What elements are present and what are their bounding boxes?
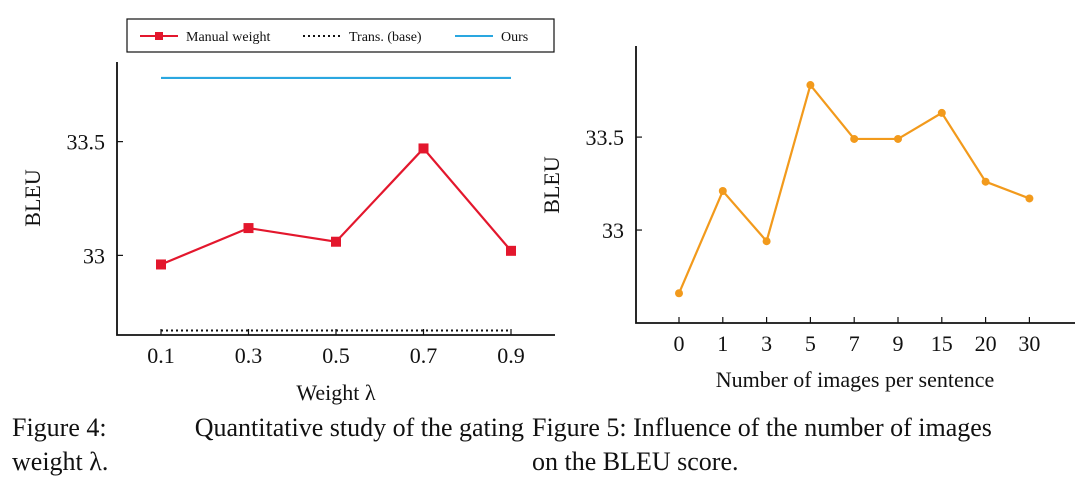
- figure4-caption-text: Quantitative study of the gating: [194, 413, 524, 442]
- chart-images: 33 33.5 0 1 3 5 7 9 15 20 30 Number of images per…: [539, 46, 1075, 392]
- chart1-y-tick-label: 33: [83, 243, 105, 268]
- chart2-y-axis-label: BLEU: [539, 156, 564, 214]
- chart1-legend: Manual weight Trans. (base) Ours: [126, 18, 555, 53]
- chart1-marker-0.9: [506, 245, 516, 256]
- chart2-x-tick-label: 15: [931, 331, 953, 356]
- chart2-marker-9: [894, 134, 902, 143]
- chart1-x-axis-label: Weight λ: [296, 380, 375, 405]
- chart2-series-line: [677, 82, 1030, 294]
- chart1-marker-0.7: [418, 143, 429, 154]
- figure4-caption-line2: weight λ.: [12, 447, 109, 476]
- chart2-x-tick-label: 1: [717, 331, 728, 356]
- chart2-marker-0: [675, 289, 683, 298]
- chart2-marker-30: [1025, 194, 1034, 203]
- chart2-marker-1: [718, 187, 727, 196]
- chart2-marker-3: [762, 237, 771, 246]
- chart1-x-tick-label: 0.5: [322, 343, 350, 368]
- legend-label: Ours: [501, 30, 528, 45]
- chart2-x-tick-label: 5: [805, 331, 816, 356]
- figure5-caption-line1: Figure 5: Influence of the number of ima…: [532, 413, 992, 442]
- legend-marker: [155, 32, 163, 40]
- chart1-y-axis-label: BLEU: [20, 169, 45, 227]
- chart2-marker-7: [850, 134, 859, 143]
- figure4-label: Figure 4:: [12, 413, 107, 442]
- chart1-x-tick-label: 0.9: [497, 343, 525, 368]
- chart1-marker-0.3: [243, 223, 254, 234]
- figure4-caption: Figure 4: Quantitative study of the gati…: [12, 411, 524, 479]
- chart2-x-tick-label: 9: [893, 331, 904, 356]
- chart1-x-tick-label: 0.1: [147, 343, 175, 368]
- chart2-marker-20: [981, 177, 990, 186]
- legend-label: Manual weight: [186, 30, 270, 45]
- chart2-axis-frame: [635, 46, 1075, 324]
- chart1-x-tick-label: 0.3: [235, 343, 263, 368]
- chart2-y-tick-label: 33.5: [586, 125, 625, 150]
- chart-weight: 33 33.5 0.1 0.3 0.5 0.7 0.9 Weight λ BLEU Man…: [20, 18, 555, 405]
- chart2-marker-15: [937, 108, 946, 117]
- chart2-x-tick-label: 0: [674, 331, 685, 356]
- chart1-series-line-manual-weight: [160, 146, 512, 266]
- chart1-marker-0.5: [331, 236, 341, 247]
- chart1-y-tick-label: 33.5: [67, 130, 106, 155]
- figure5-caption: Figure 5: Influence of the number of ima…: [532, 411, 1072, 479]
- chart1-axis-frame: [116, 62, 555, 336]
- chart2-y-tick-label: 33: [602, 218, 624, 243]
- chart2-x-tick-label: 20: [975, 331, 997, 356]
- figure5-caption-line2: on the BLEU score.: [532, 447, 739, 476]
- chart1-x-tick-label: 0.7: [410, 343, 438, 368]
- chart2-x-axis-label: Number of images per sentence: [716, 367, 995, 392]
- legend-label: Trans. (base): [349, 30, 422, 45]
- chart1-marker-0.1: [156, 259, 166, 270]
- chart2-x-tick-label: 7: [849, 331, 860, 356]
- chart2-marker-5: [806, 81, 815, 90]
- chart2-x-tick-label: 30: [1018, 331, 1040, 356]
- chart2-x-tick-label: 3: [761, 331, 772, 356]
